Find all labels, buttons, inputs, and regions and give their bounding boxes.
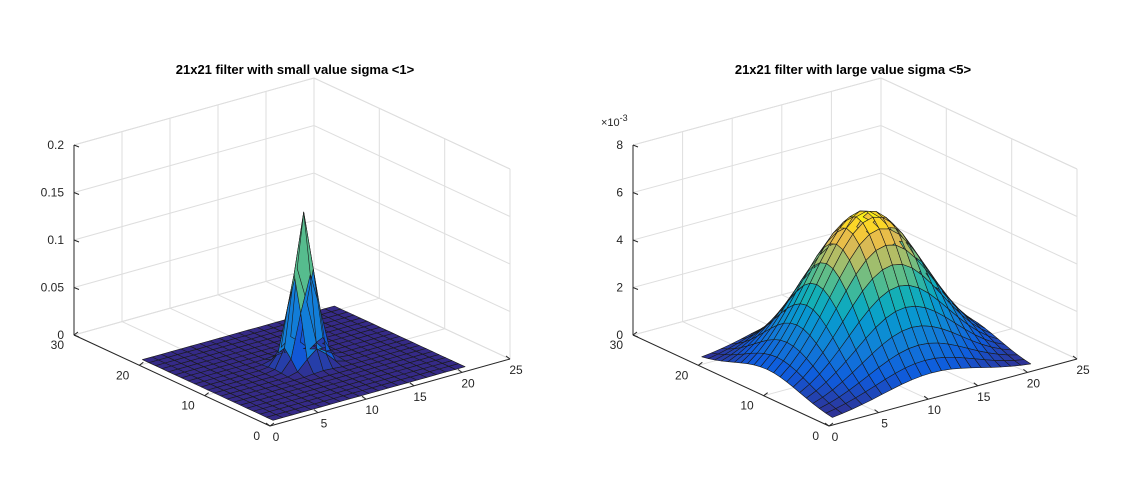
z-tick-label: 0: [616, 328, 623, 342]
z-tick-label: 0.1: [47, 233, 64, 247]
z-tick-label: 8: [616, 138, 623, 152]
z-tick-label: 0.15: [41, 186, 65, 200]
chart-title: 21x21 filter with small value sigma <1>: [176, 62, 415, 77]
y-tick-label: 30: [51, 338, 65, 352]
x-tick-label: 0: [832, 430, 839, 444]
x-tick-label: 25: [1076, 363, 1090, 377]
x-tick-label: 20: [461, 376, 475, 390]
z-tick-label: 4: [616, 233, 623, 247]
y-tick-label: 10: [181, 399, 195, 413]
z-tick-label: 6: [616, 186, 623, 200]
z-tick-label: 2: [616, 281, 623, 295]
y-tick-label: 0: [253, 429, 260, 443]
x-tick-label: 5: [881, 417, 888, 431]
z-tick-label: 0.2: [47, 138, 64, 152]
z-tick-label: 0.05: [41, 281, 65, 295]
x-tick-label: 5: [321, 417, 328, 431]
chart-title: 21x21 filter with large value sigma <5>: [735, 62, 972, 77]
surface-plot-sigma-1: 21x21 filter with small value sigma <1> …: [41, 62, 523, 444]
y-tick-label: 20: [675, 368, 689, 382]
surface-patch: [448, 363, 466, 370]
y-tick-label: 20: [116, 368, 130, 382]
y-tick-label: 10: [740, 399, 754, 413]
x-tick-label: 20: [1027, 376, 1041, 390]
x-tick-label: 15: [977, 390, 991, 404]
x-tick-label: 15: [413, 390, 427, 404]
y-tick-label: 0: [812, 429, 819, 443]
surface-patch: [1013, 359, 1032, 366]
surface-plot-sigma-5: 21x21 filter with large value sigma <5> …: [601, 62, 1090, 444]
y-tick-label: 30: [610, 338, 624, 352]
x-tick-label: 10: [928, 403, 942, 417]
z-exponent-label: ×10-3: [601, 113, 628, 129]
x-tick-label: 0: [273, 430, 280, 444]
z-tick-label: 0: [57, 328, 64, 342]
x-tick-label: 25: [509, 363, 523, 377]
x-tick-label: 10: [365, 403, 379, 417]
